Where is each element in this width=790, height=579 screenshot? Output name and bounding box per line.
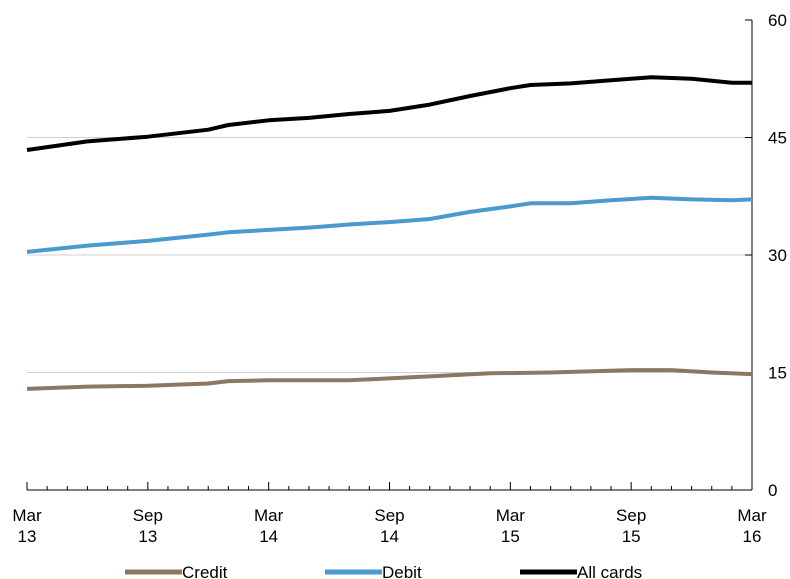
y-tick-label: 15 (768, 364, 787, 383)
y-tick-label: 30 (768, 246, 787, 265)
series-line-credit (26, 368, 753, 391)
x-tick-label-month: Sep (133, 506, 163, 525)
x-tick-label-month: Mar (737, 506, 767, 525)
x-tick-label-year: 13 (138, 527, 157, 546)
legend-label: Debit (382, 563, 422, 579)
legend-label: All cards (577, 563, 642, 579)
x-tick-label-year: 15 (622, 527, 641, 546)
x-tick-label-month: Sep (374, 506, 404, 525)
y-tick-label: 60 (768, 11, 787, 30)
gridlines (27, 137, 752, 373)
series-line-debit (26, 195, 753, 254)
y-tick-label: 45 (768, 129, 787, 148)
x-tick-label-year: 16 (743, 527, 762, 546)
x-tick-label-year: 14 (259, 527, 278, 546)
x-tick-label-year: 15 (501, 527, 520, 546)
x-tick-label-year: 13 (18, 527, 37, 546)
legend: Credit Debit All cards (125, 563, 642, 579)
x-tick-label-month: Mar (496, 506, 526, 525)
series-lines (26, 75, 753, 391)
legend-label: Credit (182, 563, 228, 579)
series-line-all-cards (26, 75, 752, 152)
x-tick-label-year: 14 (380, 527, 399, 546)
y-tick-label: 0 (768, 481, 777, 500)
x-tick-label-month: Mar (254, 506, 284, 525)
y-axis-ticks: 0 15 30 45 60 (745, 11, 787, 500)
x-tick-label-month: Sep (616, 506, 646, 525)
x-axis-ticks: Mar 13 Sep 13 Mar 14 Sep 14 Mar 15 Sep 15 Mar 16 (12, 482, 767, 546)
x-tick-label-month: Mar (12, 506, 42, 525)
